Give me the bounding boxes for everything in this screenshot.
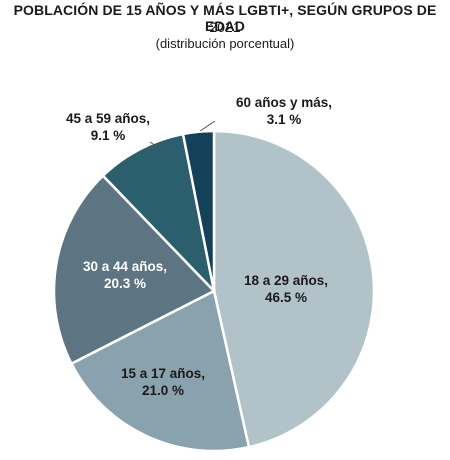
chart-subtitle: (distribución porcentual) bbox=[155, 36, 295, 51]
slice-value-label: 3.1 % bbox=[267, 112, 302, 127]
pie-slice bbox=[52, 173, 217, 366]
pie-slice bbox=[212, 129, 376, 449]
slice-label: 15 a 17 años, bbox=[121, 366, 205, 381]
slice-value-label: 21.0 % bbox=[142, 383, 184, 398]
leader-line bbox=[149, 141, 163, 151]
pie-slice bbox=[101, 132, 217, 295]
slice-label: 30 a 44 años, bbox=[83, 259, 167, 274]
slice-label: 60 años y más, bbox=[236, 95, 332, 110]
pie-slice bbox=[69, 289, 251, 453]
chart-year: 2021 bbox=[209, 19, 241, 35]
leader-line bbox=[199, 120, 216, 132]
slice-value-label: 9.1 % bbox=[91, 128, 126, 143]
slice-value-label: 46.5 % bbox=[265, 290, 307, 305]
chart-title: POBLACIÓN DE 15 AÑOS Y MÁS LGBTI+, SEGÚN… bbox=[13, 2, 437, 34]
slice-label: 18 a 29 años, bbox=[244, 273, 328, 288]
slice-label: 45 a 59 años, bbox=[66, 111, 150, 126]
slice-value-label: 20.3 % bbox=[104, 276, 146, 291]
pie-slice bbox=[181, 129, 216, 292]
